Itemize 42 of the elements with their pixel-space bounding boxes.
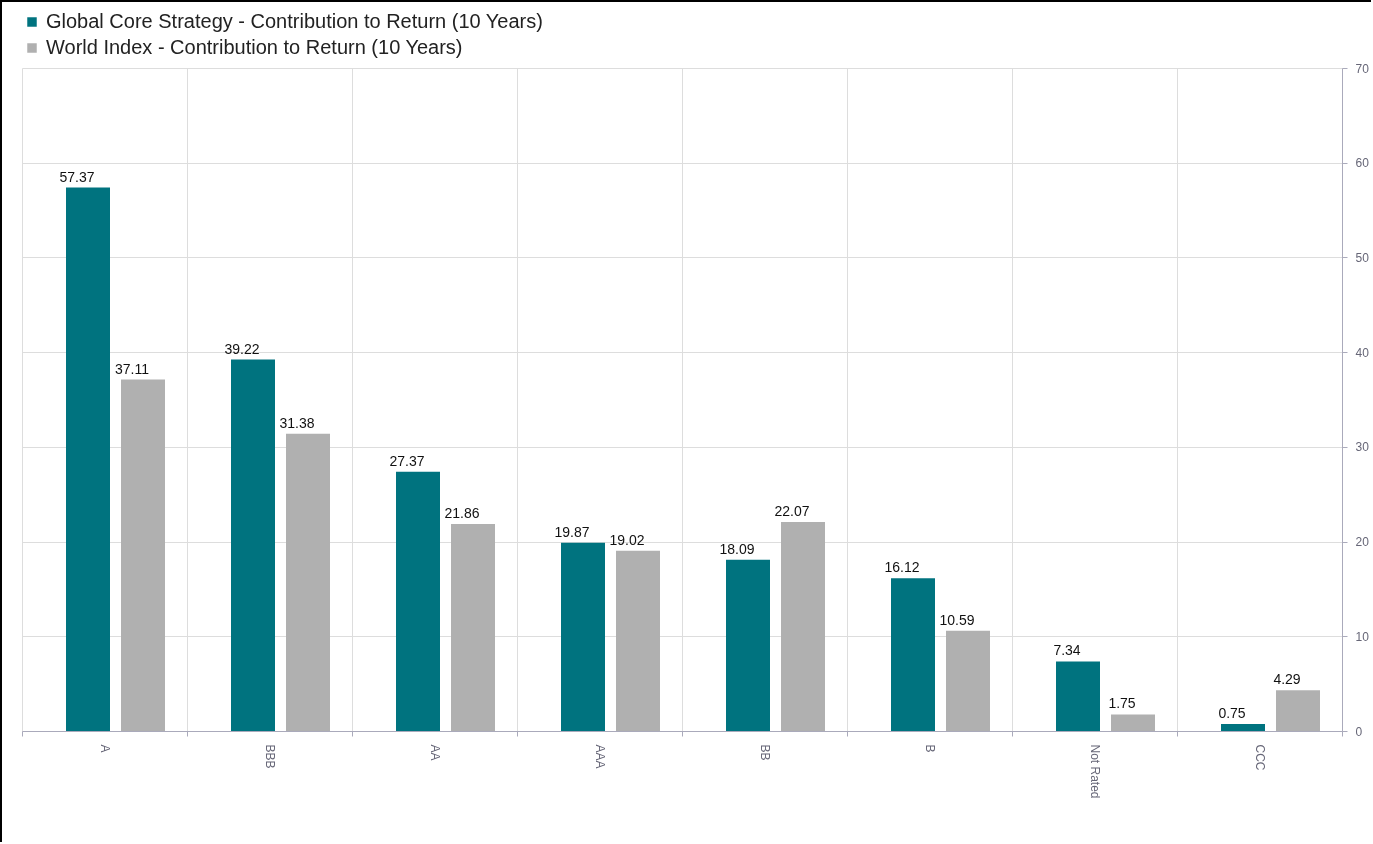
y-tick-label: 60 — [1355, 156, 1370, 171]
y-tick-label: 0 — [1355, 724, 1363, 739]
data-label: 18.09 — [719, 540, 755, 557]
legend-label: Global Core Strategy - Contribution to Return (10 Years) — [46, 10, 543, 32]
y-tick-label: 30 — [1355, 440, 1370, 455]
data-label: 19.87 — [554, 523, 590, 540]
bar — [231, 359, 275, 731]
bar — [891, 578, 935, 731]
y-tick-label: 20 — [1355, 535, 1370, 550]
y-tick-label: 40 — [1355, 345, 1370, 360]
data-label: 10.59 — [939, 611, 975, 628]
bar — [66, 187, 110, 731]
data-label: 19.02 — [609, 531, 645, 548]
bar — [726, 559, 770, 731]
y-tick-label: 70 — [1355, 61, 1370, 76]
data-label: 27.37 — [389, 452, 425, 469]
x-tick-label: AAA — [593, 744, 607, 769]
x-tick-label: A — [98, 744, 112, 753]
data-label: 39.22 — [224, 340, 260, 357]
y-tick-label: 10 — [1355, 629, 1370, 644]
bar — [561, 542, 605, 731]
x-tick-label: BB — [758, 744, 772, 761]
data-label: 4.29 — [1273, 671, 1301, 688]
x-tick-label: BBB — [263, 744, 277, 769]
bar — [396, 471, 440, 731]
data-label: 0.75 — [1218, 704, 1246, 721]
data-label: 16.12 — [884, 559, 920, 576]
data-label: 7.34 — [1053, 642, 1081, 659]
data-label: 31.38 — [279, 414, 315, 431]
data-label: 57.37 — [59, 168, 95, 185]
x-tick-label: B — [923, 744, 937, 753]
data-label: 22.07 — [774, 502, 810, 519]
data-label: 21.86 — [444, 504, 480, 521]
legend-label: World Index - Contribution to Return (10 Years) — [46, 36, 463, 58]
data-label: 37.11 — [115, 360, 150, 377]
bar — [1221, 723, 1265, 731]
data-label: 1.75 — [1108, 695, 1136, 712]
x-tick-label: CCC — [1253, 744, 1267, 771]
x-tick-label: AA — [428, 744, 442, 761]
bar — [1056, 661, 1100, 731]
x-tick-label: Not Rated — [1088, 744, 1102, 799]
y-tick-label: 50 — [1355, 250, 1370, 265]
